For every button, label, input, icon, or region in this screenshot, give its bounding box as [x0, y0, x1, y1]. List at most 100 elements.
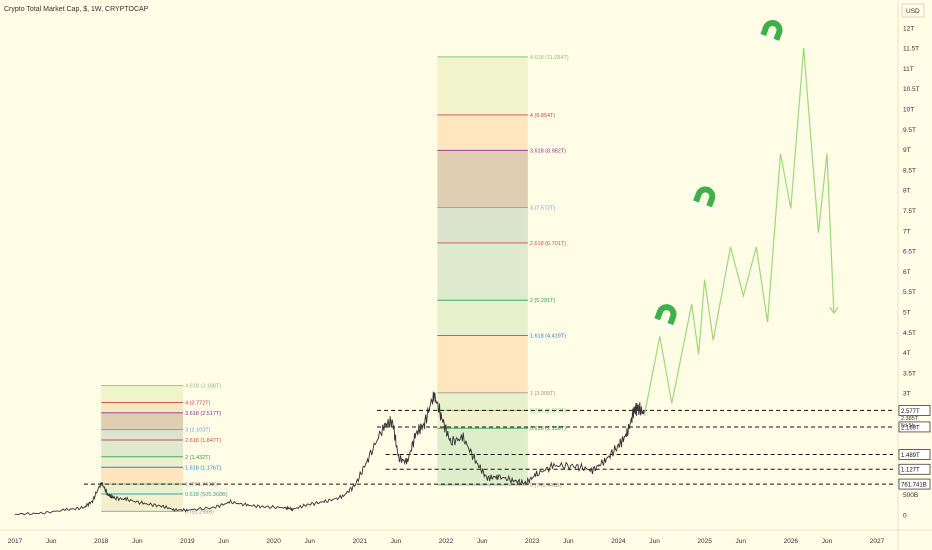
fib-2022-band	[437, 410, 528, 429]
fib-2018-band	[101, 385, 184, 403]
fib-2022-level-label: 3 (7.572T)	[530, 206, 556, 212]
fib-2018-band	[101, 467, 184, 485]
y-tick-label: 6.5T	[903, 249, 916, 256]
y-tick-label: 8T	[903, 188, 911, 195]
fib-2022-level-label: 0.786 (2.573T)	[530, 409, 566, 415]
y-tick-label: 500B	[903, 492, 918, 499]
level-price-label: 2.577T	[901, 409, 920, 415]
y-tick-label: 3T	[903, 391, 911, 398]
projection-line	[643, 48, 835, 416]
y-tick-label: 9.5T	[903, 127, 916, 134]
fib-2022-level-label: 0 (741.441B)	[530, 483, 562, 489]
magnet-icon	[652, 304, 677, 329]
x-tick-label: 2018	[94, 538, 109, 545]
fib-2018-level-label: 2 (1.432T)	[185, 455, 211, 461]
magnet-icon-body	[760, 20, 783, 41]
y-tick-label: 7T	[903, 228, 911, 235]
fib-2022-level-label: 0.618 (2.138T)	[530, 426, 566, 432]
fib-2018-level-label: 4 (2.772T)	[185, 400, 211, 406]
magnet-icon-tip	[652, 318, 660, 325]
magnet-icon-tip	[666, 323, 674, 329]
fib-2018-band	[101, 429, 184, 441]
x-tick-label: 2027	[870, 538, 885, 545]
horizontal-levels: 2.577T 2.169T 1.489T 1.127T 761.741B 2.385T5d…	[83, 405, 931, 490]
fib-2022-level-label: 3.618 (8.982T)	[530, 148, 566, 154]
projection-arrowhead	[829, 306, 839, 315]
fib-2018-band	[101, 440, 184, 457]
fib-2018-band	[101, 412, 184, 430]
fib-2018-band	[101, 484, 184, 495]
fib-2022-band	[437, 300, 528, 336]
x-tick-label: 2019	[180, 538, 195, 545]
y-tick-label: 5.5T	[903, 289, 916, 296]
y-tick-label: 10.5T	[903, 86, 920, 93]
chart-title: Crypto Total Market Cap, $, 1W, CRYPTOCA…	[4, 6, 149, 13]
fib-2022-level-label: 4.618 (11.284T)	[530, 55, 569, 61]
x-tick-label: Jun	[305, 538, 316, 545]
magnet-icon	[759, 20, 783, 45]
fib-2022-band	[437, 114, 528, 151]
fib-2022-band	[437, 428, 528, 485]
level-price-box	[898, 421, 931, 433]
fib-2022-level-label: 1 (3.009T)	[530, 391, 556, 397]
fib-2022-band	[437, 150, 528, 208]
x-tick-label: 2025	[697, 538, 712, 545]
fib-2018-level-label: 3.618 (2.517T)	[185, 411, 221, 417]
y-tick-label: 7.5T	[903, 208, 916, 215]
magnet-icon-tip	[759, 34, 767, 40]
y-axis: 12T 11.5T 11T 10.5T 10T 9.5T 9T 8.5T 8T 7.5T 7T 6.5…	[897, 0, 920, 550]
fib-2022-level-label: 2.618 (6.701T)	[530, 241, 566, 247]
level-price-label: 2.169T	[901, 425, 920, 431]
level-price-box	[898, 463, 931, 475]
x-tick-label: Jun	[218, 538, 229, 545]
y-tick-label: 10T	[903, 107, 914, 114]
level-price-box	[898, 449, 931, 460]
fib-2022-band	[437, 207, 528, 243]
x-tick-label: Jun	[477, 538, 488, 545]
x-tick-label: Jun	[736, 538, 747, 545]
fib-2018-level-label: 2.618 (1.847T)	[185, 438, 221, 444]
x-tick-label: 2023	[525, 538, 540, 545]
fib-2018-level-label: 1 (761.741B)	[185, 482, 217, 488]
currency-box[interactable]	[901, 3, 925, 18]
fib-2018-level-label: 0.618 (505.368B)	[185, 492, 228, 498]
y-tick-label: 11.5T	[903, 46, 919, 53]
fib-2018-level-label: 1.618 (1.176T)	[185, 465, 221, 471]
x-tick-label: 2024	[611, 538, 626, 545]
projection-series	[643, 48, 839, 416]
y-tick-label: 5T	[903, 310, 911, 317]
y-tick-label: 8.5T	[903, 167, 916, 174]
fib-2022-band	[437, 392, 528, 411]
level-price-label: 761.741B	[901, 483, 927, 489]
y-tick-label: 12T	[903, 25, 914, 32]
fib-2022-band	[437, 56, 528, 115]
x-axis: 2017 Jun 2018 Jun 2019 Jun 2020 Jun 2021 Jun 2022 J…	[0, 529, 932, 545]
fib-2018-level-label: 0 (91.298B)	[185, 509, 214, 515]
level-price-label: 1.489T	[901, 453, 920, 459]
y-tick-label: 4T	[903, 350, 911, 357]
magnet-icon-tip	[704, 205, 712, 212]
fib-2022-level-label: 2 (5.291T)	[530, 298, 556, 304]
x-tick-label: Jun	[391, 538, 402, 545]
y-tick-label: 3.5T	[903, 370, 916, 377]
fib-2018-band	[101, 402, 184, 413]
fib-2022-level-label: 4 (9.854T)	[530, 113, 556, 119]
y-tick-label: 11T	[903, 66, 914, 73]
price-line	[15, 391, 645, 516]
x-tick-label: 2026	[784, 538, 799, 545]
fib-2022-band	[437, 242, 528, 301]
x-tick-label: Jun	[563, 538, 574, 545]
level-price-box	[898, 478, 931, 490]
fib-2018-band	[101, 456, 184, 468]
price-series	[15, 391, 645, 516]
current-price-label: 2.385T	[901, 416, 919, 422]
x-tick-label: Jun	[649, 538, 660, 545]
y-tick-label: 0	[903, 513, 907, 520]
y-tick-label: 6T	[903, 269, 911, 276]
fib-2018-level-label: 4.618 (3.188T)	[185, 384, 221, 390]
magnet-icon-body	[654, 304, 677, 326]
magnet-icon	[691, 186, 716, 212]
x-tick-label: Jun	[46, 538, 57, 545]
